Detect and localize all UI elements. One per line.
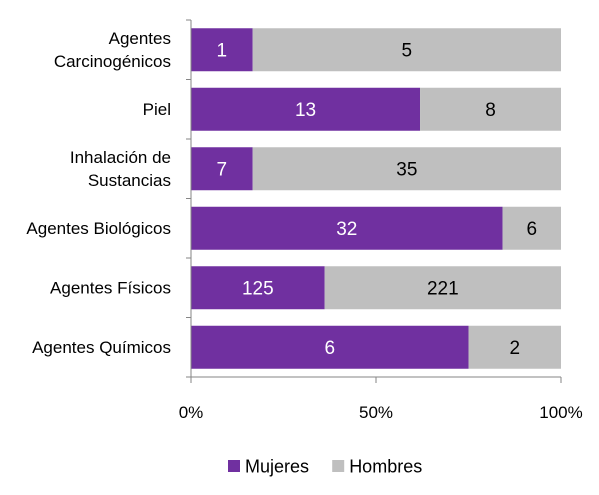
bar-hombres xyxy=(324,266,561,310)
x-tick-label: 0% xyxy=(179,403,204,422)
bar-mujeres xyxy=(191,87,421,131)
data-label: 7 xyxy=(217,160,228,181)
bar-mujeres xyxy=(191,266,325,310)
data-label: 32 xyxy=(336,219,357,240)
category-label: Sustancias xyxy=(88,171,171,190)
category-label: Agentes Químicos xyxy=(32,338,171,357)
data-label: 5 xyxy=(402,41,413,62)
bar-mujeres xyxy=(191,28,253,72)
bar-hombres xyxy=(252,28,561,72)
data-label: 6 xyxy=(527,219,538,240)
legend-swatch-hombres xyxy=(332,460,345,472)
legend: Mujeres Hombres xyxy=(228,457,422,477)
category-label: Agentes xyxy=(109,29,171,48)
category-label: Agentes Físicos xyxy=(50,279,171,298)
bar-mujeres xyxy=(191,147,253,191)
data-label: 221 xyxy=(427,279,459,300)
category-labels: Agentes Carcinogénicos Piel Inhalación de Su… xyxy=(26,29,171,357)
data-label: 13 xyxy=(295,100,316,121)
category-label: Carcinogénicos xyxy=(54,52,171,71)
category-label: Piel xyxy=(143,100,171,119)
data-label: 2 xyxy=(509,338,520,359)
data-label: 35 xyxy=(396,160,417,181)
legend-label: Hombres xyxy=(349,457,422,477)
data-label: 6 xyxy=(324,338,335,359)
x-tick-label: 50% xyxy=(359,403,393,422)
bar-mujeres xyxy=(191,325,469,369)
bar-hombres xyxy=(502,206,561,250)
legend-swatch-mujeres xyxy=(228,460,240,472)
data-label: 1 xyxy=(217,41,228,62)
bar-hombres xyxy=(252,147,561,191)
bar-hombres xyxy=(468,325,561,369)
category-label: Inhalación de xyxy=(70,148,171,167)
category-label: Agentes Biológicos xyxy=(26,219,171,238)
bars-area: 1 5 13 8 7 35 32 6 125 221 6 2 xyxy=(191,28,561,369)
bar-mujeres xyxy=(191,206,503,250)
legend-label: Mujeres xyxy=(245,457,309,477)
x-tick-label: 100% xyxy=(539,403,582,422)
bar-hombres xyxy=(420,87,561,131)
data-label: 8 xyxy=(485,100,496,121)
data-label: 125 xyxy=(242,279,274,300)
x-axis: 0% 50% 100% xyxy=(179,19,583,422)
